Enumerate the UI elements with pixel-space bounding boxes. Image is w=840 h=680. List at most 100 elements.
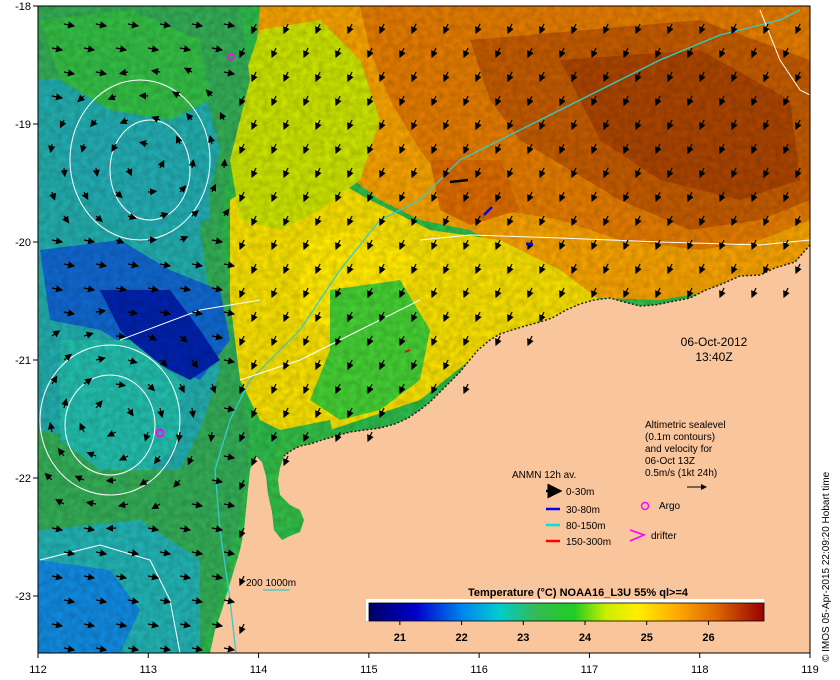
- velocity-arrow: [347, 407, 354, 419]
- velocity-arrow: [335, 95, 342, 107]
- velocity-arrow: [191, 549, 204, 557]
- velocity-arrow: [208, 431, 216, 443]
- velocity-arrow: [795, 215, 802, 227]
- altimetry-note: Altimetric sealevel (0.1m contours) and …: [645, 420, 726, 490]
- velocity-arrow: [223, 21, 236, 29]
- velocity-arrow: [239, 527, 246, 539]
- velocity-arrow: [147, 285, 160, 293]
- velocity-arrow: [211, 477, 224, 485]
- velocity-arrow: [55, 499, 65, 506]
- colorbar-tick-label: 26: [702, 632, 714, 644]
- velocity-arrow: [559, 143, 566, 155]
- velocity-arrow: [795, 119, 802, 131]
- velocity-arrow: [763, 167, 770, 179]
- velocity-arrow: [315, 407, 322, 419]
- velocity-arrow: [623, 191, 630, 203]
- map-date: 06-Oct-2012: [681, 335, 748, 349]
- velocity-arrow: [347, 119, 354, 131]
- velocity-arrow: [153, 455, 162, 465]
- velocity-arrow: [159, 645, 172, 653]
- velocity-arrow: [223, 597, 236, 605]
- velocity-arrow: [86, 451, 97, 459]
- velocity-arrow: [115, 332, 127, 340]
- velocity-arrow: [147, 525, 160, 533]
- velocity-arrow: [57, 447, 66, 457]
- velocity-arrow: [527, 335, 534, 347]
- velocity-arrow: [83, 573, 96, 581]
- velocity-arrow: [175, 431, 184, 443]
- velocity-arrow: [367, 287, 374, 299]
- velocity-arrow: [127, 261, 140, 269]
- velocity-arrow: [559, 191, 566, 203]
- velocity-arrow: [151, 502, 161, 510]
- velocity-arrow: [667, 215, 674, 227]
- velocity-arrow: [379, 359, 386, 371]
- velocity-arrow: [283, 359, 290, 371]
- velocity-arrow: [63, 549, 76, 557]
- lat-tick-label: -21: [15, 355, 31, 367]
- velocity-arrow: [655, 191, 662, 203]
- velocity-arrow: [51, 285, 64, 293]
- velocity-arrow: [431, 191, 438, 203]
- velocity-arrow: [138, 140, 149, 148]
- velocity-arrow: [719, 143, 726, 155]
- velocity-arrow: [795, 23, 802, 35]
- velocity-arrow: [303, 95, 310, 107]
- velocity-arrow: [539, 167, 546, 179]
- velocity-arrow: [44, 472, 53, 481]
- velocity-arrow: [183, 67, 193, 75]
- velocity-arrow: [211, 621, 224, 629]
- svg-text:Altimetric sealevel: Altimetric sealevel: [645, 420, 726, 431]
- velocity-arrow: [751, 191, 758, 203]
- velocity-arrow: [147, 621, 160, 629]
- velocity-arrow: [751, 143, 758, 155]
- velocity-arrow: [50, 375, 58, 385]
- velocity-arrow: [475, 119, 482, 131]
- velocity-arrow: [463, 95, 470, 107]
- velocity-arrow: [79, 422, 86, 433]
- velocity-arrow: [315, 119, 322, 131]
- velocity-arrow: [411, 263, 418, 275]
- velocity-arrow: [283, 23, 290, 35]
- velocity-arrow: [125, 167, 133, 177]
- velocity-arrow: [157, 407, 165, 418]
- velocity-arrow: [347, 215, 354, 227]
- velocity-arrow: [655, 47, 662, 59]
- velocity-arrow: [127, 549, 140, 557]
- velocity-arrow: [303, 143, 310, 155]
- velocity-arrow: [687, 287, 694, 299]
- velocity-arrow: [731, 167, 738, 179]
- velocity-arrow: [379, 167, 386, 179]
- velocity-arrow: [115, 380, 127, 389]
- velocity-arrow: [719, 95, 726, 107]
- velocity-arrow: [251, 455, 258, 467]
- velocity-arrow: [379, 215, 386, 227]
- velocity-arrow: [475, 215, 482, 227]
- velocity-arrow: [143, 431, 151, 442]
- velocity-arrow: [411, 23, 418, 35]
- velocity-arrow: [223, 69, 236, 77]
- velocity-arrow: [173, 479, 181, 488]
- velocity-arrow: [105, 524, 117, 532]
- velocity-arrow: [178, 383, 185, 394]
- velocity-arrow: [191, 501, 204, 509]
- velocity-arrow: [795, 263, 802, 275]
- velocity-arrow: [251, 359, 258, 371]
- velocity-arrow: [127, 213, 137, 221]
- velocity-arrow: [335, 335, 342, 347]
- svg-text:(0.1m contours): (0.1m contours): [645, 432, 715, 443]
- velocity-arrow: [147, 383, 156, 392]
- velocity-arrow: [443, 119, 450, 131]
- velocity-arrow: [783, 239, 790, 251]
- velocity-arrow: [223, 357, 236, 365]
- velocity-arrow: [211, 237, 224, 245]
- velocity-arrow: [687, 239, 694, 251]
- velocity-arrow: [795, 167, 802, 179]
- velocity-arrow: [399, 95, 406, 107]
- velocity-arrow: [655, 95, 662, 107]
- velocity-arrow: [719, 239, 726, 251]
- velocity-arrow: [315, 23, 322, 35]
- velocity-arrow: [49, 191, 57, 201]
- velocity-arrow: [667, 167, 674, 179]
- velocity-arrow: [186, 112, 194, 121]
